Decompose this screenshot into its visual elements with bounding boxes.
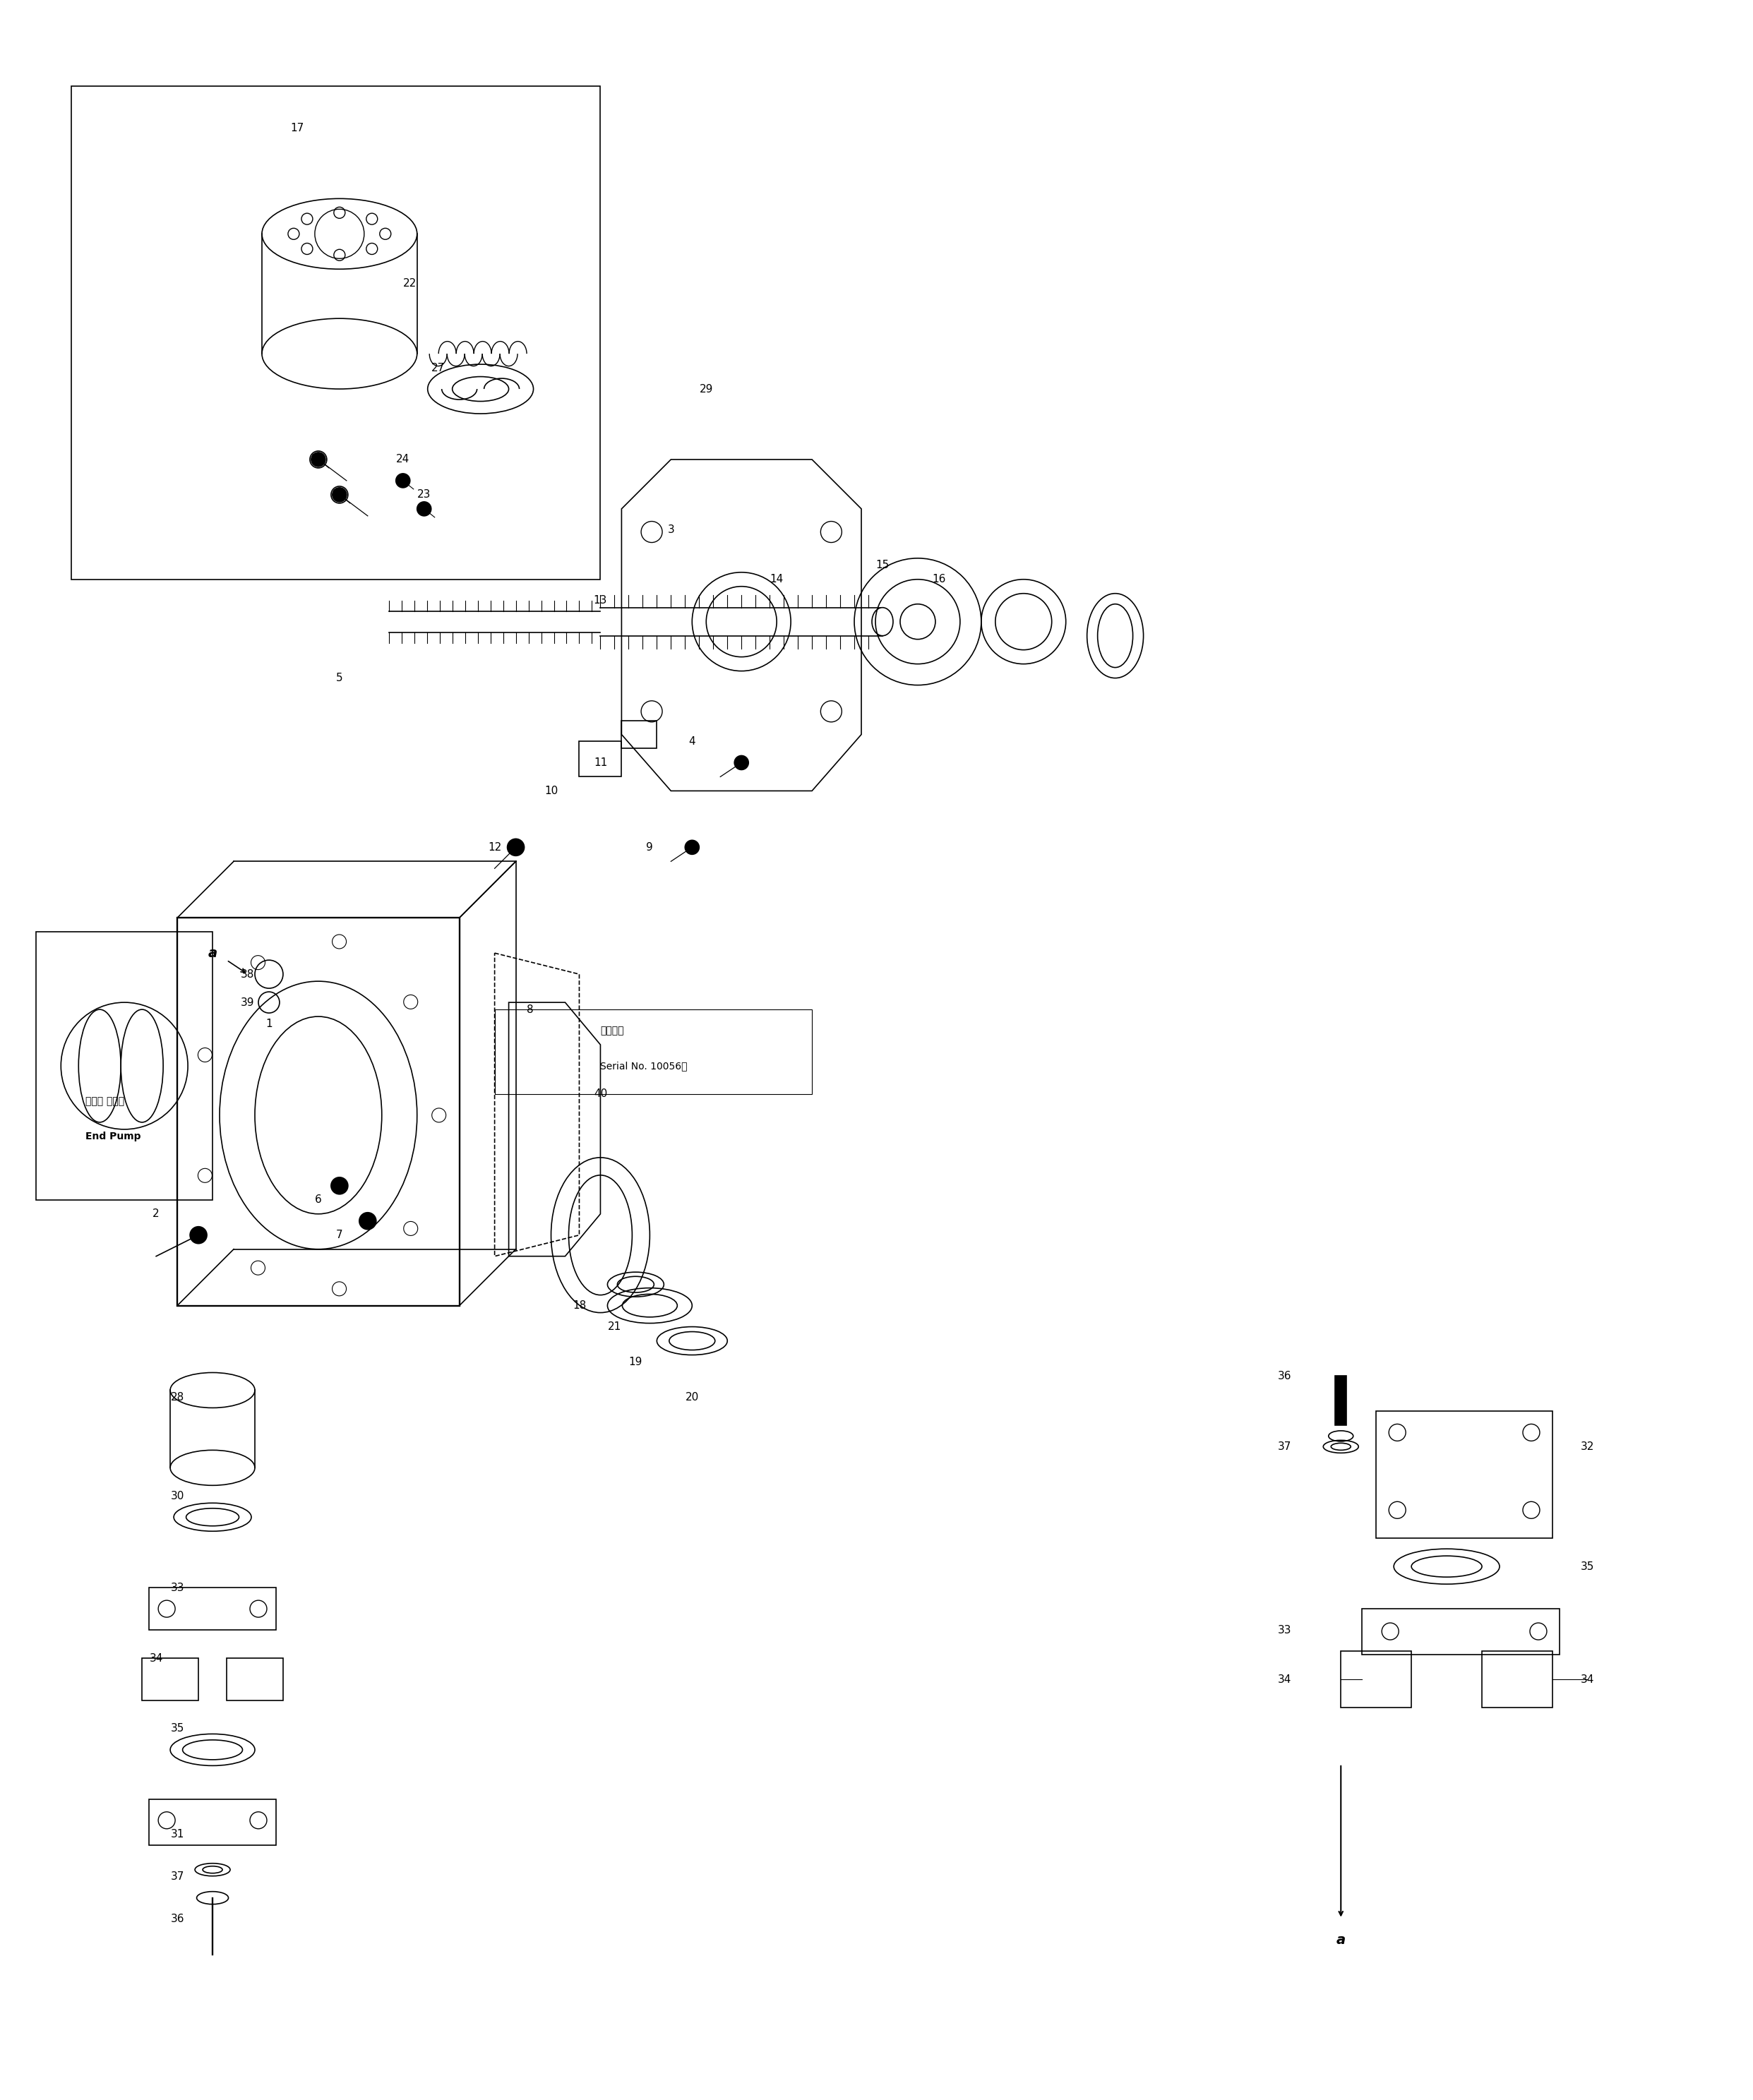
Text: 7: 7 bbox=[337, 1231, 344, 1241]
Circle shape bbox=[331, 1178, 347, 1195]
Text: 14: 14 bbox=[770, 573, 784, 584]
Text: 32: 32 bbox=[1581, 1441, 1595, 1451]
Circle shape bbox=[312, 452, 326, 466]
Text: 1: 1 bbox=[265, 1019, 272, 1029]
Text: 21: 21 bbox=[608, 1321, 621, 1331]
Text: 36: 36 bbox=[170, 1913, 184, 1924]
Bar bbox=[149, 1588, 275, 1630]
Bar bbox=[37, 932, 212, 1199]
Circle shape bbox=[396, 475, 410, 487]
Text: 6: 6 bbox=[316, 1195, 323, 1205]
Text: 26: 26 bbox=[333, 489, 347, 500]
Text: 36: 36 bbox=[1278, 1371, 1292, 1382]
Text: 34: 34 bbox=[149, 1653, 163, 1663]
Bar bbox=[622, 720, 657, 748]
Text: 31: 31 bbox=[170, 1829, 184, 1840]
Text: 34: 34 bbox=[1278, 1674, 1292, 1684]
Bar bbox=[578, 741, 622, 777]
Bar bbox=[1362, 1609, 1560, 1655]
Text: 15: 15 bbox=[876, 561, 889, 571]
Circle shape bbox=[417, 502, 431, 517]
Text: 30: 30 bbox=[170, 1491, 184, 1502]
Text: 8: 8 bbox=[526, 1004, 533, 1014]
Text: 33: 33 bbox=[170, 1581, 184, 1594]
Text: 23: 23 bbox=[417, 489, 431, 500]
Text: 2: 2 bbox=[153, 1210, 160, 1220]
Text: 27: 27 bbox=[431, 363, 445, 374]
Text: 38: 38 bbox=[240, 968, 254, 979]
Text: 16: 16 bbox=[933, 573, 947, 584]
Text: 37: 37 bbox=[1278, 1441, 1292, 1451]
Text: a: a bbox=[209, 947, 217, 960]
Text: 34: 34 bbox=[1581, 1674, 1595, 1684]
Bar bbox=[72, 86, 601, 580]
Text: 28: 28 bbox=[170, 1392, 184, 1403]
Circle shape bbox=[189, 1226, 207, 1243]
Text: 37: 37 bbox=[170, 1871, 184, 1882]
Text: 13: 13 bbox=[594, 594, 607, 605]
Text: 24: 24 bbox=[396, 454, 410, 464]
Text: 40: 40 bbox=[594, 1088, 607, 1100]
Text: 39: 39 bbox=[240, 998, 254, 1008]
Text: 29: 29 bbox=[699, 384, 713, 395]
Text: 18: 18 bbox=[573, 1300, 586, 1310]
Ellipse shape bbox=[871, 607, 892, 636]
Text: 10: 10 bbox=[543, 785, 557, 796]
Text: 33: 33 bbox=[1278, 1625, 1292, 1636]
Text: 4: 4 bbox=[689, 737, 696, 748]
Text: 20: 20 bbox=[685, 1392, 699, 1403]
Text: 35: 35 bbox=[170, 1724, 184, 1735]
Circle shape bbox=[333, 487, 347, 502]
Bar bbox=[149, 1800, 275, 1846]
Text: a: a bbox=[1336, 1934, 1346, 1947]
Circle shape bbox=[735, 756, 749, 771]
Text: 11: 11 bbox=[594, 758, 607, 769]
Circle shape bbox=[507, 838, 524, 855]
Text: 19: 19 bbox=[629, 1357, 643, 1367]
Circle shape bbox=[685, 840, 699, 855]
Text: 12: 12 bbox=[487, 842, 501, 853]
Text: 35: 35 bbox=[1581, 1560, 1595, 1571]
Bar bbox=[177, 918, 459, 1306]
Text: Serial No. 10056～: Serial No. 10056～ bbox=[601, 1060, 687, 1071]
Text: 3: 3 bbox=[668, 525, 675, 536]
Text: エンド ポンプ: エンド ポンプ bbox=[86, 1096, 124, 1107]
Bar bbox=[1376, 1411, 1553, 1539]
Circle shape bbox=[359, 1212, 377, 1228]
Text: 17: 17 bbox=[291, 122, 303, 134]
Text: 5: 5 bbox=[337, 672, 344, 682]
Text: 9: 9 bbox=[647, 842, 654, 853]
Bar bbox=[1336, 1376, 1346, 1426]
Text: 適用号機: 適用号機 bbox=[601, 1025, 624, 1035]
Text: 22: 22 bbox=[403, 277, 417, 288]
Text: End Pump: End Pump bbox=[86, 1132, 140, 1140]
Text: 25: 25 bbox=[312, 454, 324, 464]
